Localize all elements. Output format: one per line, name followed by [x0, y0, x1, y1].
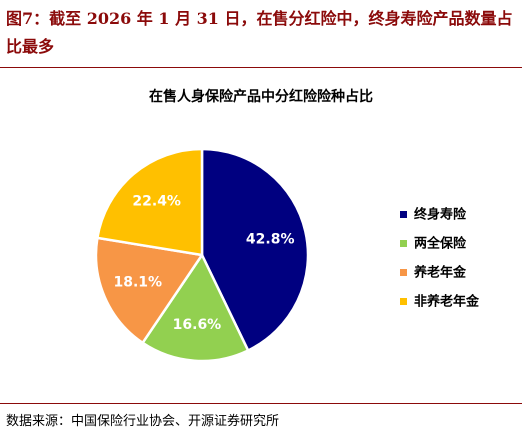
pie-data-label-4: 22.4% [132, 194, 181, 210]
pie-data-label-1: 42.8% [246, 231, 295, 247]
pie-slices [94, 147, 310, 363]
pie-data-labels: 42.8% 16.6% 18.1% 22.4% [113, 194, 294, 333]
pie-slice-2 [141, 253, 250, 363]
source-note: 数据来源：中国保险行业协会、开源证券研究所 [6, 414, 280, 429]
chart-title: 在售人身保险产品中分红险险种占比 [149, 89, 373, 105]
legend-swatch-1 [400, 211, 407, 218]
legend-label-2: 两全保险 [414, 236, 467, 252]
figure-title: 图7：截至 2026 年 1 月 31 日，在售分红险中，终身寿险产品数量占比最… [6, 9, 513, 56]
legend-label-1: 终身寿险 [414, 207, 467, 223]
pie-slice-1 [200, 147, 310, 352]
legend-swatch-2 [400, 240, 407, 247]
pie-data-label-3: 18.1% [113, 275, 162, 291]
legend-label-3: 养老年金 [413, 265, 467, 281]
pie-data-label-2: 16.6% [173, 317, 222, 333]
source-divider [0, 403, 522, 404]
legend-swatch-4 [400, 298, 407, 305]
legend-label-4: 非养老年金 [414, 294, 480, 310]
title-divider [0, 67, 522, 68]
legend-swatch-3 [400, 269, 407, 276]
pie-slice-3 [94, 236, 204, 345]
pie-slice-4 [96, 147, 204, 257]
